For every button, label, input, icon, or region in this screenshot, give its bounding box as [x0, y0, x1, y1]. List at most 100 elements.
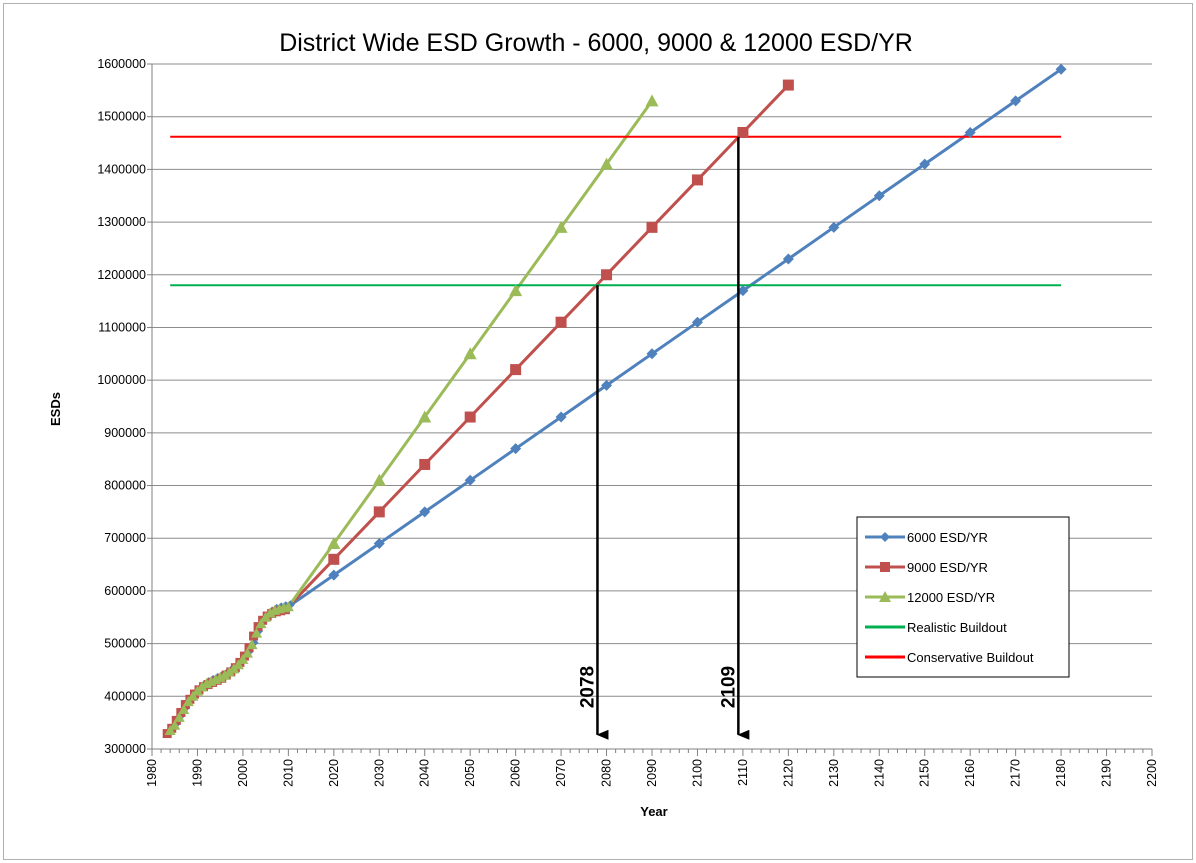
data-point: [464, 411, 476, 423]
data-point: [232, 659, 244, 670]
data-point: [328, 569, 340, 581]
data-point: [418, 410, 432, 423]
legend-swatch-marker: [880, 562, 890, 572]
legend: 6000 ESD/YR 9000 ESD/YR 12000 ESD/YR Realis…: [856, 516, 1070, 678]
x-tick-label: 2140: [872, 759, 886, 787]
x-tick-label: 2130: [827, 759, 841, 787]
data-point: [828, 221, 840, 233]
x-tick-label: 2200: [1145, 759, 1159, 787]
x-tick-label: 2070: [554, 759, 568, 787]
data-point: [554, 220, 568, 233]
data-point: [464, 474, 476, 486]
data-point: [219, 669, 231, 680]
data-point: [646, 348, 658, 360]
data-point: [510, 443, 522, 455]
data-point: [1010, 95, 1022, 107]
y-tick-label: 800000: [104, 479, 146, 493]
data-point: [373, 506, 385, 518]
annotations: 2078 2109: [577, 136, 750, 740]
data-point: [282, 601, 294, 612]
data-point: [419, 506, 431, 518]
data-point: [510, 364, 522, 376]
data-point: [173, 711, 185, 722]
data-point: [196, 681, 208, 692]
y-tick-label: 1100000: [98, 320, 146, 334]
legend-swatch-marker: [880, 532, 890, 542]
data-point: [251, 627, 263, 638]
y-tick-label: 1300000: [97, 215, 146, 229]
x-tick-label: 2190: [1100, 759, 1114, 787]
x-tick-label: 2160: [963, 759, 977, 787]
data-point: [919, 158, 931, 170]
x-tick-labels: 1980 1990 2000 2010 2020 2030 2040 2050 2060 2070…: [145, 759, 1159, 787]
data-point: [182, 696, 194, 707]
y-tick-label: 1500000: [97, 110, 146, 124]
data-point: [264, 607, 276, 618]
chart-title: District Wide ESD Growth - 6000, 9000 & …: [279, 29, 913, 57]
data-point: [463, 347, 477, 360]
chart-svg: District Wide ESD Growth - 6000, 9000 & …: [48, 29, 1159, 819]
x-tick-label: 2100: [690, 759, 704, 787]
data-point: [164, 725, 176, 736]
x-tick-label: 2180: [1054, 759, 1068, 787]
y-tick-label: 1000000: [97, 373, 146, 387]
x-tick-label: 2020: [327, 759, 341, 787]
series-line-2: [169, 100, 654, 732]
data-point: [169, 719, 181, 730]
x-tick-label: 2120: [781, 759, 795, 787]
x-axis-title: Year: [640, 804, 667, 819]
data-point: [178, 703, 190, 714]
x-tick-label: 2060: [509, 759, 523, 787]
x-tick-label: 2050: [463, 759, 477, 787]
x-tick-label: 2040: [418, 759, 432, 787]
data-point: [601, 379, 613, 391]
y-tick-label: 1600000: [97, 57, 146, 71]
series-layer: [162, 63, 1067, 739]
data-point: [237, 653, 249, 664]
data-point: [873, 190, 885, 202]
x-tick-label: 2000: [236, 759, 250, 787]
data-point: [223, 666, 235, 677]
y-tick-label: 900000: [104, 426, 146, 440]
data-point: [255, 618, 267, 629]
x-tick-label: 2150: [918, 759, 932, 787]
data-point: [246, 639, 258, 650]
data-point: [509, 284, 523, 297]
x-tick-label: 2090: [645, 759, 659, 787]
data-point: [645, 94, 659, 107]
legend-label: 6000 ESD/YR: [907, 530, 988, 545]
data-point: [782, 253, 794, 265]
data-point: [555, 411, 567, 423]
data-point: [327, 537, 341, 549]
data-point: [691, 316, 703, 328]
data-point: [241, 647, 253, 658]
x-tick-label: 1980: [145, 759, 159, 787]
data-point: [187, 690, 199, 701]
data-point: [691, 174, 703, 186]
data-point: [419, 458, 431, 470]
data-point: [372, 473, 386, 486]
legend-label: Conservative Buildout: [907, 650, 1034, 665]
data-point: [737, 127, 749, 138]
y-tick-label: 400000: [104, 689, 146, 703]
y-tick-label: 500000: [104, 637, 146, 651]
annotation-label: 2078: [577, 666, 598, 708]
y-tick-label: 1200000: [97, 268, 146, 282]
x-tick-label: 2010: [281, 759, 295, 787]
grid: [152, 63, 1152, 697]
y-tick-label: 1400000: [97, 162, 146, 176]
annotation-label: 2109: [718, 666, 739, 708]
legend-label: 9000 ESD/YR: [907, 560, 988, 575]
x-tick-label: 2170: [1009, 759, 1023, 787]
x-tick-label: 1990: [190, 759, 204, 787]
legend-swatch-marker: [879, 591, 891, 602]
data-point: [1055, 63, 1067, 75]
x-tick-label: 2110: [736, 759, 750, 786]
x-tick-label: 2080: [600, 759, 614, 787]
y-axis-title: ESDs: [48, 392, 63, 426]
data-point: [646, 221, 658, 233]
data-point: [600, 157, 614, 170]
data-point: [737, 285, 749, 297]
chart-frame: District Wide ESD Growth - 6000, 9000 & …: [3, 3, 1193, 860]
data-point: [328, 553, 340, 565]
